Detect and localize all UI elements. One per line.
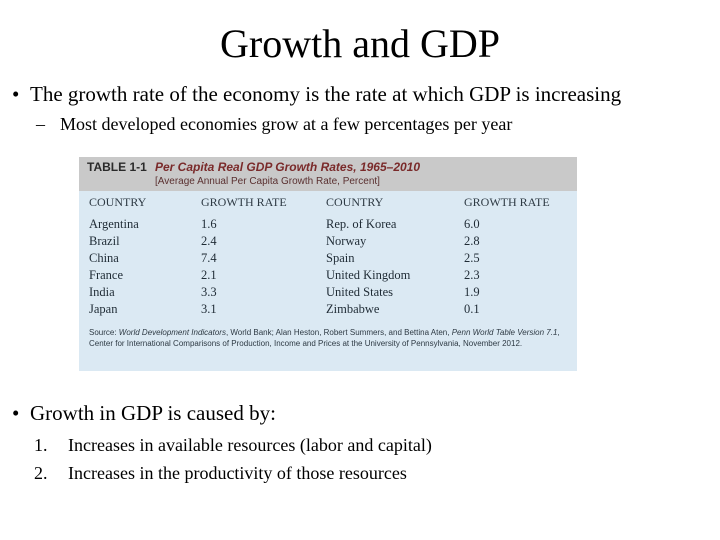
cell-rate: 3.1	[201, 302, 217, 316]
list-text: Increases in the productivity of those r…	[68, 463, 407, 483]
cell-rate: 2.5	[464, 251, 480, 265]
col-header-growth-rate: GROWTH RATE	[201, 195, 287, 209]
sub-bullet-developed: – Most developed economies grow at a few …	[36, 113, 512, 135]
list-item: 1. Increases in available resources (labo…	[34, 434, 432, 456]
cell-rate: 1.6	[201, 217, 217, 231]
source-italic-wdi: World Development Indicators	[118, 328, 226, 337]
source-end: , Center for International Comparisons o…	[89, 328, 560, 348]
cell-country: Argentina	[89, 217, 139, 231]
cell-country: France	[89, 268, 124, 282]
table-row: France 2.1 United Kingdom 2.3	[79, 268, 577, 285]
table-subtitle: [Average Annual Per Capita Growth Rate, …	[155, 176, 380, 187]
col-header-country: COUNTRY	[326, 195, 384, 209]
cell-rate: 1.9	[464, 285, 480, 299]
source-mid: , World Bank; Alan Heston, Robert Summer…	[225, 328, 452, 337]
cell-country: Zimbabwe	[326, 302, 380, 316]
bullet-text: The growth rate of the economy is the ra…	[30, 82, 622, 106]
cell-country: Japan	[89, 302, 118, 316]
cell-rate: 2.3	[464, 268, 480, 282]
cell-country: Rep. of Korea	[326, 217, 397, 231]
list-number: 1.	[34, 435, 48, 455]
cell-rate: 0.1	[464, 302, 480, 316]
cell-rate: 2.4	[201, 234, 217, 248]
table-row: India 3.3 United States 1.9	[79, 285, 577, 302]
cell-country: China	[89, 251, 119, 265]
bullet-growth-causes: • Growth in GDP is caused by:	[12, 400, 276, 426]
list-item: 2. Increases in the productivity of those…	[34, 462, 407, 484]
bullet-mark: •	[12, 401, 20, 425]
table-row: Japan 3.1 Zimbabwe 0.1	[79, 302, 577, 319]
cell-rate: 2.8	[464, 234, 480, 248]
list-number: 2.	[34, 463, 48, 483]
cell-country: Brazil	[89, 234, 120, 248]
gdp-growth-table: TABLE 1-1 Per Capita Real GDP Growth Rat…	[79, 157, 577, 371]
bullet-text: Growth in GDP is caused by:	[30, 401, 276, 425]
cell-country: United Kingdom	[326, 268, 411, 282]
cell-rate: 2.1	[201, 268, 217, 282]
dash-mark: –	[36, 114, 45, 134]
cell-rate: 3.3	[201, 285, 217, 299]
source-italic-pwt: Penn World Table Version 7.1	[451, 328, 558, 337]
slide-title: Growth and GDP	[220, 21, 500, 66]
cell-country: United States	[326, 285, 394, 299]
cell-rate: 6.0	[464, 217, 480, 231]
list-text: Increases in available resources (labor …	[68, 435, 432, 455]
table-row: Argentina 1.6 Rep. of Korea 6.0	[79, 217, 577, 234]
col-header-country: COUNTRY	[89, 195, 147, 209]
cell-country: Spain	[326, 251, 355, 265]
table-source-note: Source: World Development Indicators, Wo…	[89, 327, 573, 349]
bullet-mark: •	[12, 82, 20, 106]
table-header-band: TABLE 1-1 Per Capita Real GDP Growth Rat…	[79, 157, 577, 191]
sub-bullet-text: Most developed economies grow at a few p…	[60, 114, 513, 134]
table-row: Brazil 2.4 Norway 2.8	[79, 234, 577, 251]
source-prefix: Source:	[89, 328, 119, 337]
col-header-growth-rate: GROWTH RATE	[464, 195, 550, 209]
bullet-growth-rate: • The growth rate of the economy is the r…	[12, 81, 621, 107]
table-number: TABLE 1-1	[87, 160, 147, 174]
cell-country: Norway	[326, 234, 367, 248]
cell-country: India	[89, 285, 115, 299]
cell-rate: 7.4	[201, 251, 217, 265]
table-row: China 7.4 Spain 2.5	[79, 251, 577, 268]
table-title: Per Capita Real GDP Growth Rates, 1965–2…	[155, 160, 421, 174]
